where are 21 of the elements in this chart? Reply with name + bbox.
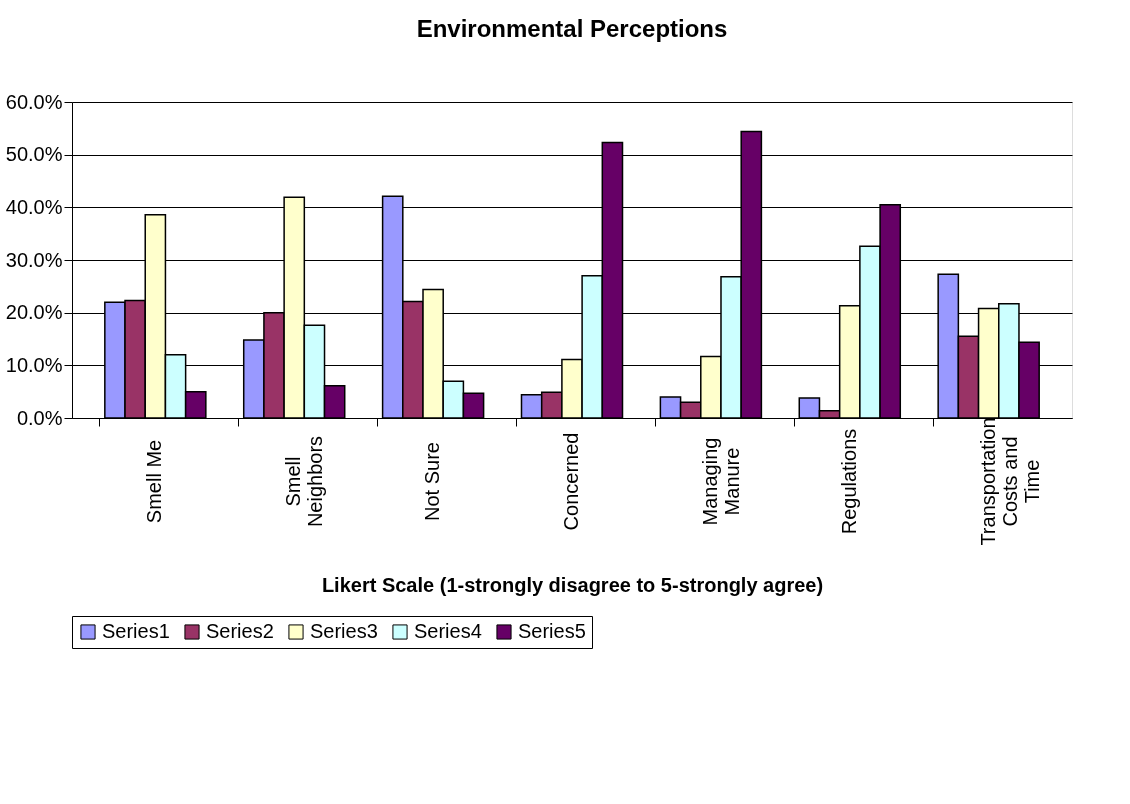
y-tick-label: 0.0% — [16, 406, 63, 429]
x-tick-label: Concerned — [560, 432, 582, 531]
legend-label: Series5 — [518, 620, 586, 642]
x-tick-label: Regulations — [837, 428, 860, 535]
y-tick-label: 40.0% — [5, 195, 63, 218]
chart-title: Environmental Perceptions — [416, 15, 728, 42]
y-tick-label: 10.0% — [5, 353, 63, 376]
y-tick-label: 20.0% — [5, 301, 63, 324]
x-axis-title: Likert Scale (1-strongly disagree to 5-strongly agree) — [321, 573, 824, 596]
x-tick-label: Smell Me — [143, 439, 166, 524]
x-tick-label: Not Sure — [421, 442, 444, 521]
x-tick-label: Smell Neighbors — [282, 435, 327, 528]
y-tick-label: 30.0% — [5, 248, 63, 271]
x-tick-label: Managing Manure — [698, 437, 743, 526]
x-tick-label: Transportation Costs and Time — [976, 417, 1043, 546]
y-tick-label: 50.0% — [5, 143, 63, 166]
legend-label: Series1 — [102, 620, 170, 642]
legend-label: Series3 — [310, 620, 378, 642]
legend-label: Series4 — [414, 620, 482, 642]
y-tick-label: 60.0% — [5, 90, 63, 113]
legend-label: Series2 — [206, 620, 274, 642]
